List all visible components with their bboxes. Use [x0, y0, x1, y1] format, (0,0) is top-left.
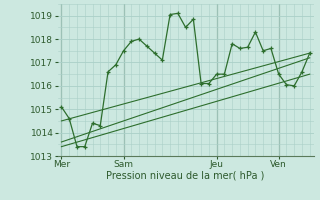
X-axis label: Pression niveau de la mer( hPa ): Pression niveau de la mer( hPa ) [107, 171, 265, 181]
